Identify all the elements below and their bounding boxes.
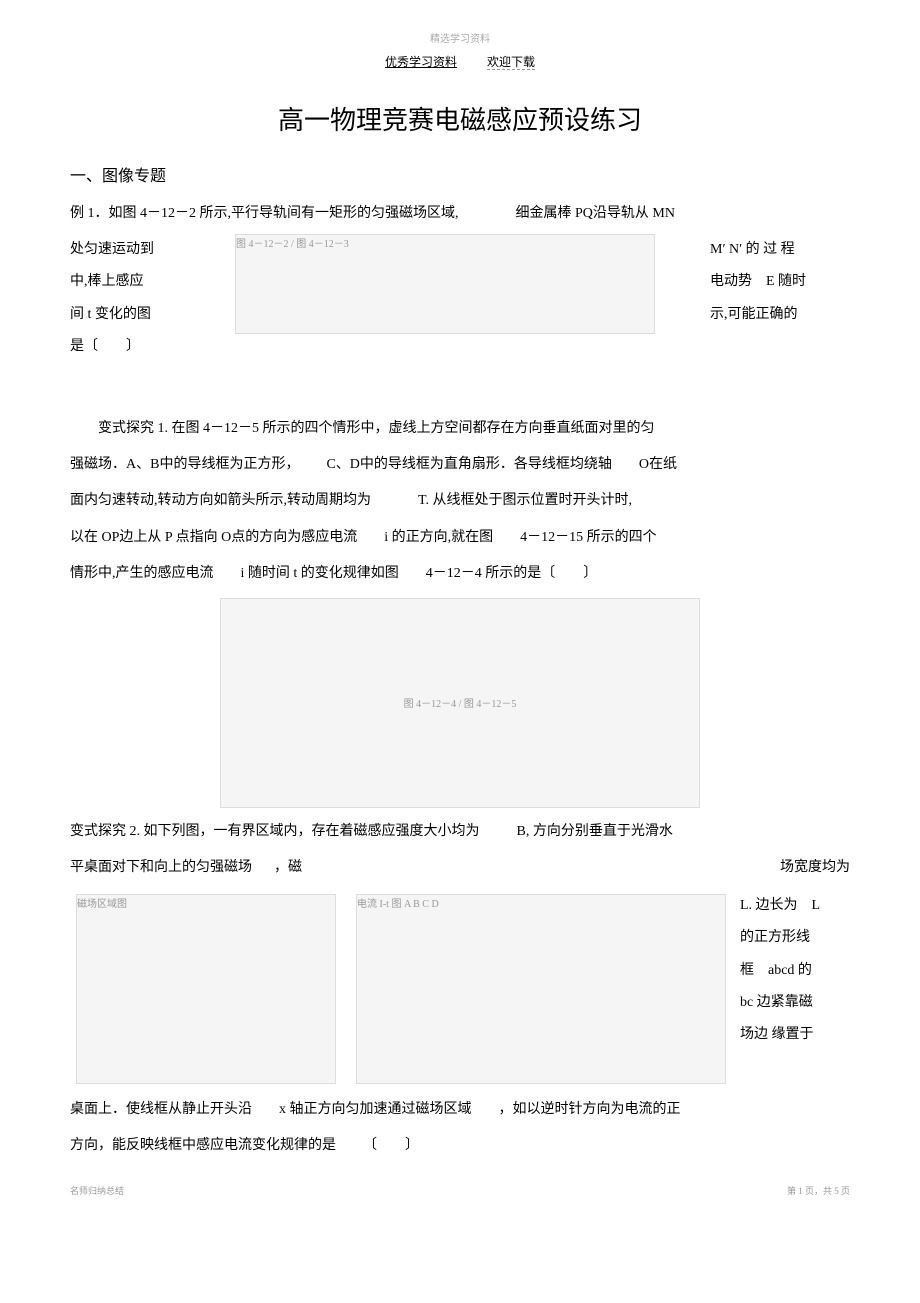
- p3-l1a: 变式探究 2. 如下列图，一有界区域内，存在着磁感应强度大小均为: [70, 824, 480, 839]
- p1-intro-b: 细金属棒 PQ沿导轨从 MN: [516, 206, 675, 221]
- p1-l4l: 间 t 变化的图: [70, 299, 180, 331]
- p3-r4: bc 边紧靠磁: [740, 987, 850, 1019]
- p3-l4: 方向，能反映线框中感应电流变化规律的是 〔 〕: [70, 1130, 850, 1162]
- p3-r5: 场边 缘置于: [740, 1019, 850, 1051]
- p3-l2b: ，磁: [274, 860, 302, 875]
- problem1-intro: 例 1．如图 4－12－2 所示,平行导轨间有一矩形的匀强磁场区域, 细金属棒 …: [70, 198, 850, 230]
- p3-l3b: x 轴正方向匀加速通过磁场区域: [279, 1102, 472, 1117]
- p2-l4a: 以在 OP边上从 P 点指向 O点的方向为感应电流: [70, 530, 357, 545]
- p2-l2c: O在纸: [639, 457, 677, 472]
- p2-l4c: 4－12－15 所示的四个: [520, 530, 657, 545]
- p3-r3: 框 abcd 的: [740, 955, 850, 987]
- figure-magnetic-field: 磁场区域图: [76, 894, 336, 1084]
- footer-left: 名师归纳总结: [70, 1184, 124, 1197]
- p2-l1: 变式探究 1. 在图 4－12－5 所示的四个情形中，虚线上方空间都存在方向垂直…: [70, 413, 850, 445]
- p2-l3b: T. 从线框处于图示位置时开头计时,: [418, 493, 632, 508]
- page-title: 高一物理竞赛电磁感应预设练习: [70, 100, 850, 137]
- p3-r1: L. 边长为 L: [740, 890, 850, 922]
- p3-l2a: 平桌面对下和向上的匀强磁场: [70, 860, 252, 875]
- p1-l2r: M′ N′ 的 过 程: [710, 234, 850, 266]
- p2-l5: 情形中,产生的感应电流 i 随时间 t 的变化规律如图 4－12－4 所示的是〔…: [70, 558, 850, 590]
- p1-l3l: 中,棒上感应: [70, 266, 180, 298]
- problem3-figure-row: 磁场区域图 电流 I-t 图 A B C D L. 边长为 L 的正方形线 框 …: [70, 890, 850, 1088]
- p1-l5l: 是〔 〕: [70, 331, 180, 363]
- header-left: 优秀学习资料: [385, 55, 457, 69]
- p3-right-col: L. 边长为 L 的正方形线 框 abcd 的 bc 边紧靠磁 场边 缘置于: [740, 890, 850, 1088]
- p2-l3a: 面内匀速转动,转动方向如箭头所示,转动周期均为: [70, 493, 371, 508]
- p1-intro-a: 例 1．如图 4－12－2 所示,平行导轨间有一矩形的匀强磁场区域,: [70, 206, 459, 221]
- p2-l5b: i 随时间 t 的变化规律如图: [241, 566, 399, 581]
- p1-left-col: 处匀速运动到 中,棒上感应 间 t 变化的图 是〔 〕: [70, 234, 180, 363]
- p1-l3r: 电动势 E 随时: [710, 266, 850, 298]
- p2-l2a: 强磁场．A、B中的导线框为正方形，: [70, 457, 299, 472]
- p2-l2: 强磁场．A、B中的导线框为正方形， C、D中的导线框为直角扇形．各导线框均绕轴 …: [70, 449, 850, 481]
- figure-4-12-4: 图 4－12－4 / 图 4－12－5: [220, 598, 700, 808]
- p2-l3: 面内匀速转动,转动方向如箭头所示,转动周期均为 T. 从线框处于图示位置时开头计…: [70, 485, 850, 517]
- p3-l3a: 桌面上．使线框从静止开头沿: [70, 1102, 252, 1117]
- figure-4-12-2: 图 4－12－2 / 图 4－12－3: [235, 234, 655, 334]
- p2-l4b: i 的正方向,就在图: [384, 530, 493, 545]
- problem1-layout: 处匀速运动到 中,棒上感应 间 t 变化的图 是〔 〕 图 4－12－2 / 图…: [70, 234, 850, 363]
- top-watermark: 精选学习资料: [70, 30, 850, 45]
- p3-l4a: 方向，能反映线框中感应电流变化规律的是: [70, 1138, 336, 1153]
- p3-l1: 变式探究 2. 如下列图，一有界区域内，存在着磁感应强度大小均为 B, 方向分别…: [70, 816, 850, 848]
- section-heading: 一、图像专题: [70, 162, 850, 186]
- p3-l2: 平桌面对下和向上的匀强磁场 ，磁 场宽度均为: [70, 852, 850, 884]
- p3-l4b: 〔 〕: [363, 1138, 419, 1153]
- p2-l2b: C、D中的导线框为直角扇形．各导线框均绕轴: [326, 457, 611, 472]
- p1-right-col: M′ N′ 的 过 程 电动势 E 随时 示,可能正确的: [710, 234, 850, 331]
- p1-l2l: 处匀速运动到: [70, 234, 180, 266]
- p3-l3: 桌面上．使线框从静止开头沿 x 轴正方向匀加速通过磁场区域 ，如以逆时针方向为电…: [70, 1094, 850, 1126]
- p2-l4: 以在 OP边上从 P 点指向 O点的方向为感应电流 i 的正方向,就在图 4－1…: [70, 522, 850, 554]
- header-right: 欢迎下载: [487, 55, 535, 70]
- figure-current-graphs: 电流 I-t 图 A B C D: [356, 894, 726, 1084]
- header-line: 优秀学习资料 欢迎下载: [70, 53, 850, 70]
- p2-l5c: 4－12－4 所示的是〔 〕: [426, 566, 598, 581]
- p3-l3c: ，如以逆时针方向为电流的正: [499, 1102, 681, 1117]
- p1-figure-col: 图 4－12－2 / 图 4－12－3: [180, 234, 710, 334]
- p1-l4r: 示,可能正确的: [710, 299, 850, 331]
- footer-right: 第 1 页，共 5 页: [787, 1184, 850, 1197]
- p3-r2: 的正方形线: [740, 922, 850, 954]
- p3-l1b: B, 方向分别垂直于光滑水: [517, 824, 673, 839]
- p3-l2c: 场宽度均为: [780, 852, 850, 884]
- p2-l5a: 情形中,产生的感应电流: [70, 566, 214, 581]
